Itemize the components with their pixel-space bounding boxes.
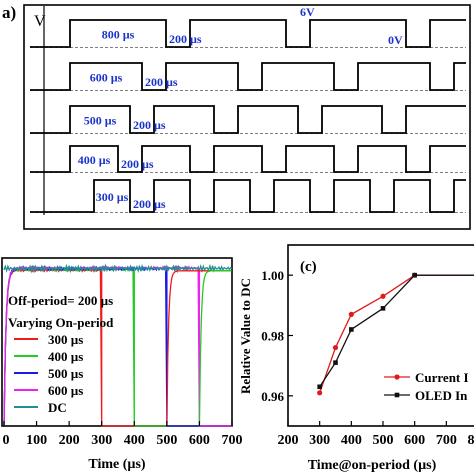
off-period-label: 200 µs <box>133 118 166 132</box>
waveform-row-2: 600 µs 200 µs <box>30 62 466 91</box>
x-tick-label: 800 <box>468 433 474 448</box>
x-tick-label: 400 <box>124 433 145 448</box>
panel-a-high-label: 6V <box>300 5 315 19</box>
x-tick-label: 600 <box>189 433 210 448</box>
x-tick-label: 600 <box>404 433 425 448</box>
off-period-label: 200 µs <box>145 75 178 89</box>
legend-entry-3: 500 µs <box>48 366 83 381</box>
off-period-label: 200 µs <box>169 32 202 46</box>
waveform-row-4: 400 µs 200 µs <box>30 145 466 173</box>
legend-entry-1: 300 µs <box>48 332 83 347</box>
data-point <box>317 384 322 390</box>
waveform-row-1: 800 µs 200 µs <box>30 19 466 48</box>
panel-a-frame <box>23 4 471 230</box>
data-point <box>317 390 323 396</box>
x-tick-label: 200 <box>278 433 299 448</box>
on-period-label: 300 µs <box>96 190 129 204</box>
series-line-5 <box>3 263 233 274</box>
pulse-train <box>30 19 466 48</box>
panel-c-y-axis-label: Relative Value to DC <box>238 278 253 394</box>
pulse-train <box>30 145 466 173</box>
panel-b-legend-title-1: Off-period= 200 µs <box>8 293 113 308</box>
off-period-label: 200 µs <box>121 157 154 171</box>
legend-entry-2: 400 µs <box>48 349 83 364</box>
legend-entry-2: OLED In <box>415 388 468 403</box>
y-tick-label: 0.96 <box>261 389 284 404</box>
on-period-label: 400 µs <box>78 153 111 167</box>
data-point <box>348 311 354 317</box>
data-point <box>349 327 354 332</box>
waveform-row-3: 500 µs 200 µs <box>30 105 466 134</box>
panel-b-x-axis-label: Time (µs) <box>88 457 146 472</box>
legend-entry-5: DC <box>48 400 67 415</box>
data-point <box>380 306 386 311</box>
legend-marker <box>394 392 400 398</box>
x-tick-label: 700 <box>222 433 243 448</box>
data-point <box>333 360 338 365</box>
panel-c-x-axis-label: Time@on-period (µs) <box>308 458 437 473</box>
legend-marker <box>394 374 400 380</box>
series-line-4 <box>3 265 232 427</box>
series-recovery-2 <box>198 270 232 427</box>
off-period-label: 200 µs <box>133 197 166 211</box>
x-tick-label: 300 <box>91 433 112 448</box>
x-tick-label: 400 <box>341 433 362 448</box>
panel-a-low-label: 0V <box>388 33 403 47</box>
waveform-row-5: 300 µs 200 µs <box>30 179 466 213</box>
panel-b-transients: 0 100 200 300 400 500 600 700 Off-period= 200 µ… <box>1 257 243 472</box>
panel-b-legend-title-2: Varying On-period <box>8 315 114 330</box>
panel-b-frame <box>1 257 233 427</box>
y-tick-label: 1.00 <box>261 268 284 283</box>
x-tick-label: 0 <box>3 433 10 448</box>
data-point <box>332 344 339 351</box>
panel-c-relative: (c) Relative Value to DC Time@on-period … <box>238 244 474 473</box>
data-point <box>412 272 417 278</box>
x-tick-label: 300 <box>309 433 330 448</box>
series-line-2 <box>319 274 474 388</box>
x-tick-label: 100 <box>26 433 47 448</box>
x-tick-label: 500 <box>373 433 394 448</box>
pulse-train <box>30 105 466 134</box>
panel-a-y-symbol: V <box>34 13 46 30</box>
pulse-train <box>30 179 466 213</box>
panel-c-label: (c) <box>300 259 317 275</box>
data-point <box>380 293 386 299</box>
legend-entry-1: Current I <box>415 370 469 385</box>
pulse-train <box>30 62 466 91</box>
x-tick-label: 500 <box>156 433 177 448</box>
on-period-label: 500 µs <box>84 114 117 128</box>
y-tick-label: 0.98 <box>261 329 284 344</box>
on-period-label: 800 µs <box>102 28 135 42</box>
x-tick-label: 700 <box>436 433 457 448</box>
legend-entry-4: 600 µs <box>48 383 83 398</box>
x-tick-label: 200 <box>59 433 80 448</box>
on-period-label: 600 µs <box>90 71 123 85</box>
panel-a-label: a) <box>2 3 16 22</box>
